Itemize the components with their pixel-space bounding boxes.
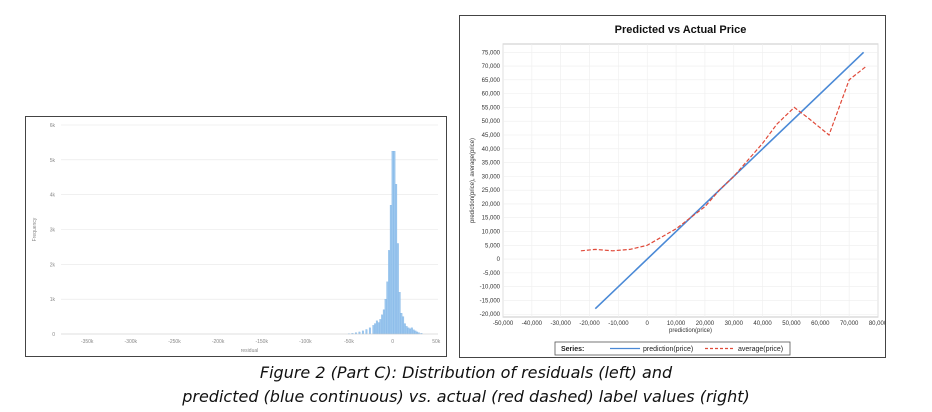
figure-caption-line-1: Figure 2 (Part C): Distribution of resid… xyxy=(259,363,673,382)
series-line-prediction-price xyxy=(594,51,865,310)
x-tick-label: 10,000 xyxy=(667,321,686,327)
hist-bar xyxy=(377,322,380,335)
y-tick-label: 5,000 xyxy=(485,243,501,249)
hist-x-tick-label: -350k xyxy=(81,339,94,345)
x-tick-label: 0 xyxy=(646,321,650,327)
y-tick-label: -10,000 xyxy=(480,285,501,291)
y-tick-label: 75,000 xyxy=(482,50,501,56)
y-tick-label: 70,000 xyxy=(482,64,501,70)
y-tick-label: 25,000 xyxy=(482,188,501,194)
x-tick-label: 50,000 xyxy=(782,321,801,327)
x-axis-label: prediction(price) xyxy=(669,328,712,334)
hist-bar xyxy=(391,151,394,335)
hist-bar xyxy=(416,331,419,335)
hist-bar xyxy=(358,331,361,335)
x-tick-label: -50,000 xyxy=(493,321,514,327)
x-tick-label: 80,000 xyxy=(869,321,885,327)
y-tick-label: 30,000 xyxy=(482,174,501,180)
y-tick-label: -15,000 xyxy=(480,298,501,304)
hist-bar xyxy=(402,316,405,335)
hist-y-tick-label: 6k xyxy=(50,123,56,129)
x-tick-label: -40,000 xyxy=(522,321,543,327)
hist-x-tick-label: -200k xyxy=(212,339,225,345)
hist-bar xyxy=(407,327,410,335)
x-tick-label: 70,000 xyxy=(840,321,859,327)
y-axis-label: prediction(price), average(price) xyxy=(470,138,476,223)
predicted-vs-actual-chart: Predicted vs Actual Price 75,000 70,000 65,… xyxy=(470,24,885,356)
hist-x-tick-label: -100k xyxy=(299,339,312,345)
y-tick-label: 35,000 xyxy=(482,161,501,167)
hist-bar xyxy=(414,330,417,335)
y-tick-label: 65,000 xyxy=(482,78,501,84)
chart-title: Predicted vs Actual Price xyxy=(615,24,747,36)
hist-bar xyxy=(386,281,389,335)
hist-bar xyxy=(395,184,398,335)
x-tick-label: 20,000 xyxy=(696,321,715,327)
hist-bar xyxy=(393,151,396,335)
x-tick-label: -10,000 xyxy=(608,321,629,327)
y-tick-label: 60,000 xyxy=(482,92,501,98)
x-tick-label: 40,000 xyxy=(753,321,772,327)
hist-bar xyxy=(389,205,392,335)
hist-bar xyxy=(403,323,406,335)
hist-bar xyxy=(409,328,412,335)
hist-bar xyxy=(374,323,377,335)
hist-y-tick-label: 0 xyxy=(52,332,55,338)
hist-bar xyxy=(379,319,382,335)
y-tick-label: -20,000 xyxy=(480,312,501,318)
figure-caption-line-2: predicted (blue continuous) vs. actual (… xyxy=(182,387,750,406)
hist-bar xyxy=(388,250,391,335)
y-tick-label: 45,000 xyxy=(482,133,501,139)
hist-bar xyxy=(381,314,384,335)
hist-y-axis-label: Frequency xyxy=(32,217,38,241)
hist-y-tick-label: 5k xyxy=(50,158,56,164)
hist-y-tick-label: 2k xyxy=(50,262,56,268)
x-tick-label: 30,000 xyxy=(725,321,744,327)
y-tick-label: 20,000 xyxy=(482,202,501,208)
hist-x-tick-label: 50k xyxy=(432,339,441,345)
hist-bar xyxy=(400,313,403,335)
y-tick-label: 50,000 xyxy=(482,119,501,125)
hist-bar xyxy=(365,329,368,335)
hist-bar xyxy=(396,243,399,335)
x-tick-label: -20,000 xyxy=(579,321,600,327)
hist-y-tick-label: 4k xyxy=(50,193,56,199)
x-tick-label: -30,000 xyxy=(551,321,572,327)
hist-bar xyxy=(382,309,385,335)
hist-bar xyxy=(398,292,401,335)
hist-x-tick-label: -50k xyxy=(344,339,354,345)
hist-x-tick-label: -250k xyxy=(168,339,181,345)
hist-x-tick-label: -300k xyxy=(125,339,138,345)
hist-y-tick-label: 3k xyxy=(50,228,56,234)
legend-title: Series: xyxy=(561,346,584,353)
legend-box xyxy=(554,341,791,356)
series-line-average-price xyxy=(580,65,867,252)
hist-x-axis-label: residual xyxy=(241,348,259,354)
y-tick-label: 55,000 xyxy=(482,105,501,111)
hist-y-tick-label: 1k xyxy=(50,297,56,303)
y-tick-label: 0 xyxy=(497,257,501,263)
hist-bar xyxy=(368,327,371,335)
hist-x-tick-label: -150k xyxy=(255,339,268,345)
residual-histogram-panel: 0 1k 2k 3k 4k 5k 6k -350k -300k -250k -200k -150k -1… xyxy=(25,116,447,357)
hist-bar xyxy=(405,326,408,335)
predicted-vs-actual-panel: Predicted vs Actual Price 75,000 70,000 65,… xyxy=(459,15,886,358)
legend-entry-label: prediction(price) xyxy=(643,346,693,353)
plot-area xyxy=(502,43,879,318)
y-tick-label: -5,000 xyxy=(483,271,501,277)
residual-histogram: 0 1k 2k 3k 4k 5k 6k -350k -300k -250k -200k -150k -1… xyxy=(32,123,441,354)
hist-bar xyxy=(375,320,378,335)
hist-bar xyxy=(361,330,364,335)
hist-x-tick-label: 0 xyxy=(391,339,394,345)
legend: Series: prediction(price) average(price) xyxy=(554,341,791,356)
y-tick-label: 15,000 xyxy=(482,216,501,222)
hist-bar xyxy=(410,327,413,335)
y-tick-label: 10,000 xyxy=(482,230,501,236)
hist-bar xyxy=(412,329,415,335)
hist-bar xyxy=(372,325,375,335)
legend-entry-label: average(price) xyxy=(738,346,783,353)
y-tick-label: 40,000 xyxy=(482,147,501,153)
x-tick-label: 60,000 xyxy=(811,321,830,327)
hist-bar xyxy=(384,299,387,335)
